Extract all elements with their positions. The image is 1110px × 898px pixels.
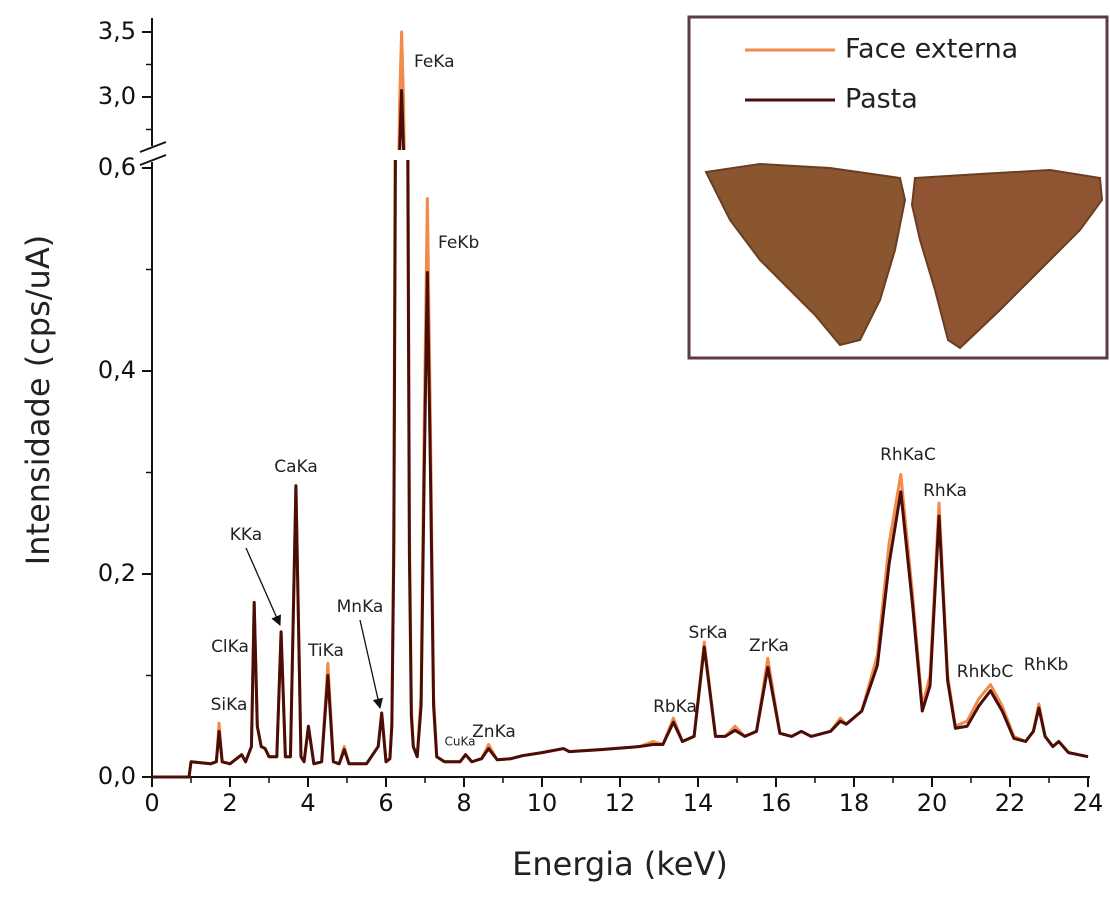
- x-tick-label: 0: [144, 789, 159, 817]
- peak-label: SiKa: [211, 695, 248, 715]
- peak-label: FeKb: [438, 233, 479, 253]
- y-tick-label: 0,6: [98, 153, 136, 181]
- peak-label: RhKa: [923, 481, 967, 501]
- peak-label: RhKb: [1024, 655, 1069, 675]
- x-tick-label: 6: [378, 789, 393, 817]
- y-tick-label: 3,5: [98, 17, 136, 45]
- annotation-arrow: [359, 619, 383, 710]
- series-line: [152, 160, 1089, 779]
- y-tick-label: 0,2: [98, 559, 136, 587]
- peak-label: ClKa: [211, 637, 249, 657]
- x-tick-label: 14: [683, 789, 714, 817]
- x-tick-label: 22: [995, 789, 1026, 817]
- peak-label: KKa: [230, 525, 262, 545]
- peak-label: ZrKa: [749, 636, 789, 656]
- axis-break: [139, 154, 167, 166]
- peak-label: CuKa: [445, 735, 476, 749]
- x-tick-label: 4: [300, 789, 315, 817]
- y-tick-label: 3,0: [98, 82, 136, 110]
- axis-break: [139, 141, 167, 153]
- x-tick-label: 24: [1073, 789, 1104, 817]
- legend-label: Pasta: [845, 84, 918, 115]
- sherd-photo: [910, 168, 1104, 350]
- inset: Face externa Pasta: [687, 15, 1109, 360]
- sherd-photo: [704, 162, 907, 347]
- legend-label: Face externa: [845, 34, 1018, 65]
- x-axis-title: Energia (keV): [512, 845, 728, 883]
- peak-label: RhKaC: [880, 445, 936, 465]
- annotation-arrow: [245, 547, 281, 626]
- x-tick-label: 10: [527, 789, 558, 817]
- x-tick-label: 8: [456, 789, 471, 817]
- peak-label: ZnKa: [472, 722, 516, 742]
- peak-label: SrKa: [688, 623, 727, 643]
- x-tick-label: 20: [917, 789, 948, 817]
- y-axis-title: Intensidade (cps/uA): [19, 235, 57, 565]
- x-tick-label: 12: [605, 789, 636, 817]
- y-tick-label: 0,0: [98, 762, 136, 790]
- peak-label: TiKa: [307, 641, 344, 661]
- x-tick-label: 18: [839, 789, 870, 817]
- y-tick-label: 0,4: [98, 356, 136, 384]
- x-tick-label: 16: [761, 789, 792, 817]
- peak-label: CaKa: [274, 457, 318, 477]
- peak-label: FeKa: [414, 52, 455, 72]
- peak-label: RbKa: [653, 697, 697, 717]
- peak-label: RhKbC: [957, 662, 1013, 682]
- peak-label: MnKa: [337, 597, 384, 617]
- x-tick-label: 2: [222, 789, 237, 817]
